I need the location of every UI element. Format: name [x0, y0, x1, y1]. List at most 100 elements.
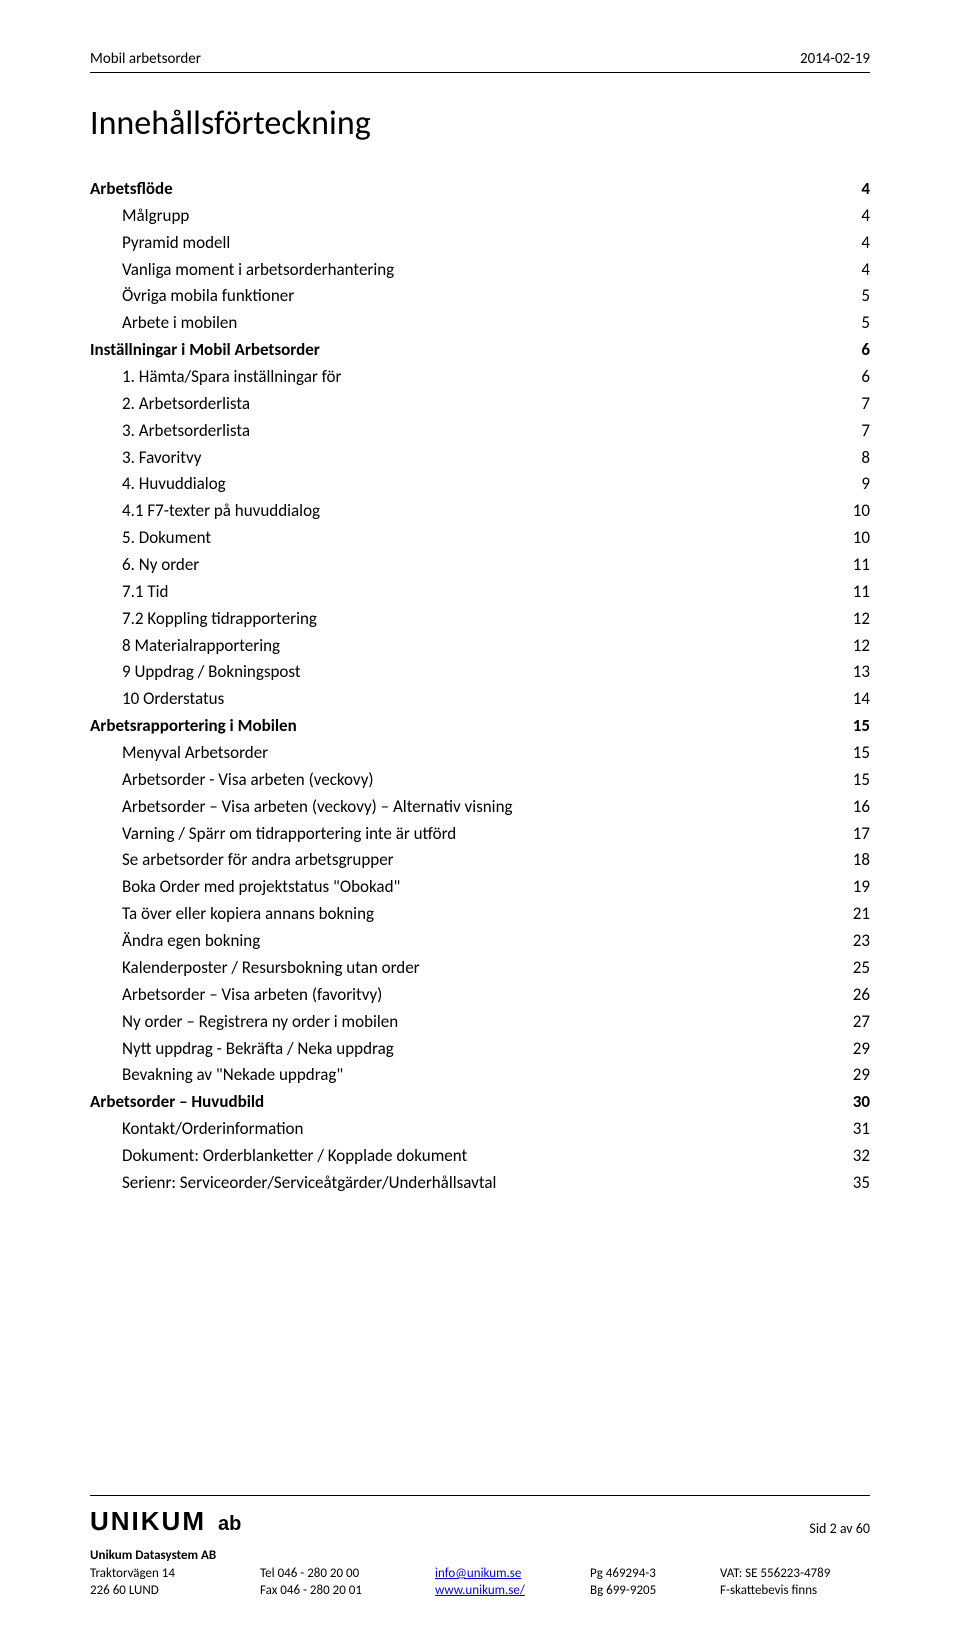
- toc-row[interactable]: 2. Arbetsorderlista7: [90, 391, 870, 418]
- toc-label: 4.1 F7-texter på huvuddialog: [90, 498, 820, 525]
- toc-row[interactable]: Pyramid modell4: [90, 230, 870, 257]
- toc-row[interactable]: Kalenderposter / Resursbokning utan orde…: [90, 955, 870, 982]
- footer-col-bank: Pg 469294-3 Bg 699-9205: [590, 1547, 720, 1600]
- toc-label: Se arbetsorder för andra arbetsgrupper: [90, 847, 820, 874]
- toc-page-number: 17: [820, 821, 870, 848]
- toc-page-number: 14: [820, 686, 870, 713]
- header-right: 2014-02-19: [800, 50, 870, 68]
- toc-label: Målgrupp: [90, 203, 820, 230]
- page-footer: UNIKUM ab Sid 2 av 60 Unikum Datasystem …: [90, 1495, 870, 1600]
- header-left: Mobil arbetsorder: [90, 50, 201, 68]
- toc-row[interactable]: Övriga mobila funktioner5: [90, 283, 870, 310]
- page-header: Mobil arbetsorder 2014-02-19: [90, 50, 870, 68]
- toc-row[interactable]: Arbetsflöde4: [90, 176, 870, 203]
- toc-page-number: 25: [820, 955, 870, 982]
- toc-page-number: 27: [820, 1009, 870, 1036]
- toc-row[interactable]: Arbete i mobilen5: [90, 310, 870, 337]
- toc-row[interactable]: 1. Hämta/Spara inställningar för6: [90, 364, 870, 391]
- toc-label: Övriga mobila funktioner: [90, 283, 820, 310]
- toc-label: Boka Order med projektstatus "Obokad": [90, 874, 820, 901]
- toc-row[interactable]: 8 Materialrapportering12: [90, 633, 870, 660]
- toc-page-number: 11: [820, 552, 870, 579]
- fskatt-line: F-skattebevis finns: [720, 1582, 870, 1600]
- toc-row[interactable]: Ändra egen bokning23: [90, 928, 870, 955]
- toc-row[interactable]: 3. Favoritvy8: [90, 445, 870, 472]
- footer-col-phone: Tel 046 - 280 20 00 Fax 046 - 280 20 01: [260, 1547, 435, 1600]
- toc-row[interactable]: Ny order – Registrera ny order i mobilen…: [90, 1009, 870, 1036]
- toc-label: 8 Materialrapportering: [90, 633, 820, 660]
- toc-page-number: 8: [820, 445, 870, 472]
- vat-line: VAT: SE 556223-4789: [720, 1565, 870, 1583]
- toc-row[interactable]: Målgrupp4: [90, 203, 870, 230]
- toc-row[interactable]: Arbetsorder – Huvudbild30: [90, 1089, 870, 1116]
- toc-page-number: 4: [820, 257, 870, 284]
- toc-page-number: 23: [820, 928, 870, 955]
- toc-row[interactable]: Se arbetsorder för andra arbetsgrupper18: [90, 847, 870, 874]
- email-link[interactable]: info@unikum.se: [435, 1566, 521, 1581]
- toc-page-number: 15: [820, 767, 870, 794]
- bg-line: Bg 699-9205: [590, 1582, 720, 1600]
- toc-label: Arbetsorder – Visa arbeten (favoritvy): [90, 982, 820, 1009]
- toc-label: 4. Huvuddialog: [90, 471, 820, 498]
- toc-row[interactable]: 7.1 Tid11: [90, 579, 870, 606]
- toc-page-number: 13: [820, 659, 870, 686]
- toc-page-number: 9: [820, 471, 870, 498]
- toc-row[interactable]: Bevakning av "Nekade uppdrag"29: [90, 1062, 870, 1089]
- toc-label: 6. Ny order: [90, 552, 820, 579]
- toc-page-number: 12: [820, 606, 870, 633]
- toc-row[interactable]: Arbetsorder - Visa arbeten (veckovy)15: [90, 767, 870, 794]
- toc-label: Bevakning av "Nekade uppdrag": [90, 1062, 820, 1089]
- toc-row[interactable]: Ta över eller kopiera annans bokning21: [90, 901, 870, 928]
- toc-label: 3. Arbetsorderlista: [90, 418, 820, 445]
- address-line-1: Traktorvägen 14: [90, 1565, 260, 1583]
- toc-row[interactable]: Arbetsorder – Visa arbeten (favoritvy)26: [90, 982, 870, 1009]
- toc-row[interactable]: Vanliga moment i arbetsorderhantering4: [90, 257, 870, 284]
- toc-row[interactable]: Boka Order med projektstatus "Obokad"19: [90, 874, 870, 901]
- toc-label: Arbetsorder - Visa arbeten (veckovy): [90, 767, 820, 794]
- toc-label: Ändra egen bokning: [90, 928, 820, 955]
- toc-page-number: 31: [820, 1116, 870, 1143]
- toc-label: 7.1 Tid: [90, 579, 820, 606]
- toc-label: Dokument: Orderblanketter / Kopplade dok…: [90, 1143, 820, 1170]
- toc-row[interactable]: Nytt uppdrag - Bekräfta / Neka uppdrag29: [90, 1036, 870, 1063]
- toc-label: Pyramid modell: [90, 230, 820, 257]
- toc-page-number: 4: [820, 176, 870, 203]
- toc-label: Ny order – Registrera ny order i mobilen: [90, 1009, 820, 1036]
- toc-label: 3. Favoritvy: [90, 445, 820, 472]
- toc-label: Ta över eller kopiera annans bokning: [90, 901, 820, 928]
- toc-row[interactable]: Inställningar i Mobil Arbetsorder6: [90, 337, 870, 364]
- toc-label: Serienr: Serviceorder/Serviceåtgärder/Un…: [90, 1170, 820, 1197]
- toc-row[interactable]: 10 Orderstatus14: [90, 686, 870, 713]
- company-name: Unikum Datasystem AB: [90, 1547, 260, 1565]
- toc-row[interactable]: 4.1 F7-texter på huvuddialog10: [90, 498, 870, 525]
- toc-row[interactable]: 5. Dokument10: [90, 525, 870, 552]
- toc-row[interactable]: Kontakt/Orderinformation31: [90, 1116, 870, 1143]
- phone-line: Tel 046 - 280 20 00: [260, 1565, 435, 1583]
- toc-row[interactable]: 9 Uppdrag / Bokningspost13: [90, 659, 870, 686]
- toc-label: Kalenderposter / Resursbokning utan orde…: [90, 955, 820, 982]
- toc-page-number: 32: [820, 1143, 870, 1170]
- toc-row[interactable]: Serienr: Serviceorder/Serviceåtgärder/Un…: [90, 1170, 870, 1197]
- toc-label: Arbetsorder – Visa arbeten (veckovy) – A…: [90, 794, 820, 821]
- address-line-2: 226 60 LUND: [90, 1582, 260, 1600]
- website-link[interactable]: www.unikum.se/: [435, 1583, 525, 1598]
- toc-row[interactable]: Arbetsrapportering i Mobilen15: [90, 713, 870, 740]
- toc-page-number: 21: [820, 901, 870, 928]
- toc-label: Inställningar i Mobil Arbetsorder: [90, 337, 820, 364]
- toc-row[interactable]: 3. Arbetsorderlista7: [90, 418, 870, 445]
- footer-divider: [90, 1495, 870, 1496]
- toc-page-number: 26: [820, 982, 870, 1009]
- footer-columns: Unikum Datasystem AB Traktorvägen 14 226…: [90, 1547, 870, 1600]
- toc-row[interactable]: 6. Ny order11: [90, 552, 870, 579]
- toc-label: Nytt uppdrag - Bekräfta / Neka uppdrag: [90, 1036, 820, 1063]
- toc-row[interactable]: Varning / Spärr om tidrapportering inte …: [90, 821, 870, 848]
- toc-label: 10 Orderstatus: [90, 686, 820, 713]
- toc-row[interactable]: Dokument: Orderblanketter / Kopplade dok…: [90, 1143, 870, 1170]
- toc-row[interactable]: Menyval Arbetsorder15: [90, 740, 870, 767]
- toc-label: 9 Uppdrag / Bokningspost: [90, 659, 820, 686]
- pg-line: Pg 469294-3: [590, 1565, 720, 1583]
- toc-row[interactable]: 4. Huvuddialog9: [90, 471, 870, 498]
- toc-row[interactable]: Arbetsorder – Visa arbeten (veckovy) – A…: [90, 794, 870, 821]
- toc-label: Varning / Spärr om tidrapportering inte …: [90, 821, 820, 848]
- toc-row[interactable]: 7.2 Koppling tidrapportering12: [90, 606, 870, 633]
